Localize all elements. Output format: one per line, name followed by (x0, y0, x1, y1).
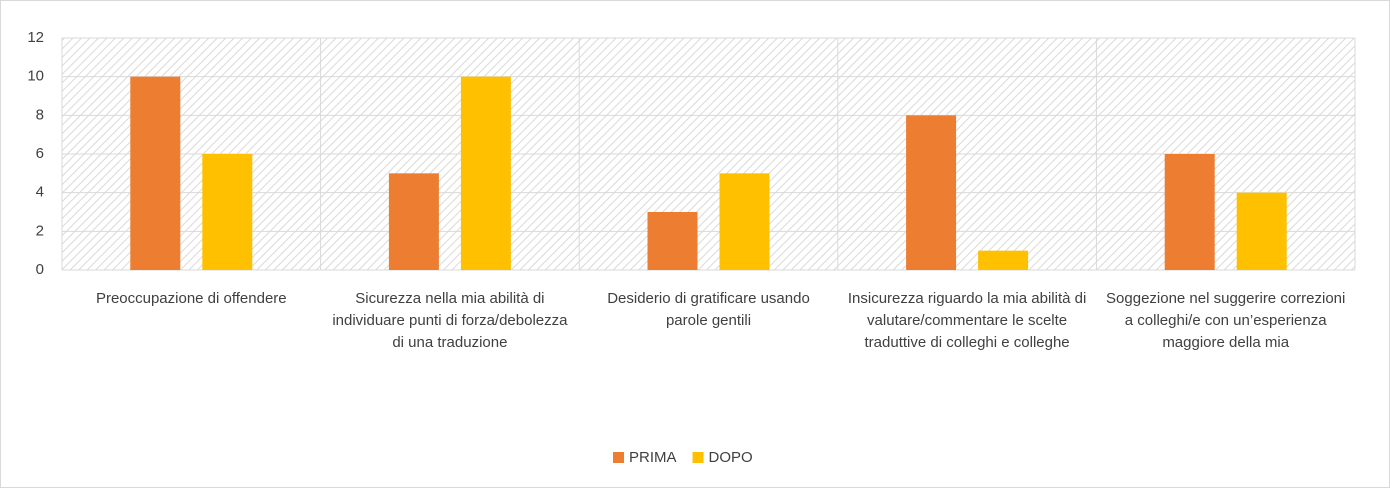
bar (1164, 154, 1215, 270)
y-tick-label: 10 (27, 68, 44, 85)
x-tick-label: Soggezione nel suggerire correzioni a co… (1106, 290, 1346, 351)
legend-label: PRIMA (629, 449, 677, 466)
legend-swatch (613, 452, 624, 463)
bar (647, 212, 698, 270)
y-tick-label: 4 (36, 184, 44, 201)
y-tick-label: 8 (36, 106, 44, 123)
y-tick-label: 2 (36, 222, 44, 239)
bar (388, 173, 439, 270)
bar (460, 76, 511, 271)
bar (130, 76, 181, 271)
bar (719, 173, 770, 270)
y-tick-label: 6 (36, 145, 44, 162)
bar (906, 115, 957, 270)
y-tick-label: 12 (27, 29, 44, 46)
legend-swatch (692, 452, 704, 463)
bar (978, 250, 1029, 270)
x-tick-label: Preoccupazione di offendere (95, 290, 287, 307)
x-tick-label: Desiderio di gratificare usando parole g… (607, 290, 810, 329)
legend-label: DOPO (709, 449, 753, 466)
x-tick-label: Sicurezza nella mia abilità di individua… (332, 290, 568, 351)
y-tick-label: 0 (36, 261, 44, 278)
x-tick-label: Insicurezza riguardo la mia abilità di v… (847, 290, 1087, 351)
bar (202, 154, 253, 270)
bar (1236, 192, 1287, 270)
